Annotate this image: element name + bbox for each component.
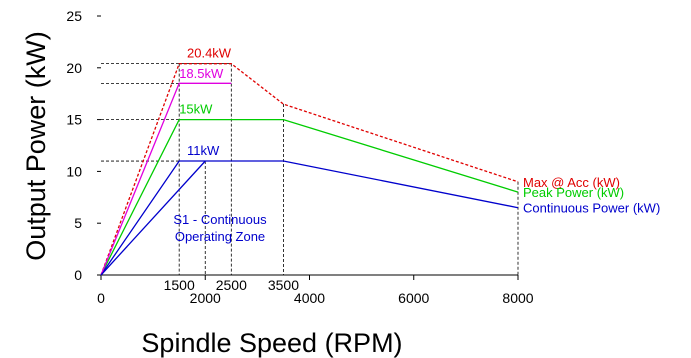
zone-label: Operating Zone xyxy=(175,229,265,244)
y-tick-label: 15 xyxy=(66,112,82,128)
series-end-label: Peak Power (kW) xyxy=(523,185,624,200)
x-tick-label: 6000 xyxy=(398,290,429,306)
value-annotation: 20.4kW xyxy=(187,45,232,60)
value-annotation: 11kW xyxy=(187,143,220,158)
series-line xyxy=(100,82,232,276)
series-end-label: Max @ Acc (kW) xyxy=(523,175,620,190)
y-axis-title: Output Power (kW) xyxy=(21,31,51,261)
x-tick-label: 2000 xyxy=(190,290,221,306)
x-tick-label: 4000 xyxy=(294,290,325,306)
y-tick-label: 10 xyxy=(66,163,82,179)
x-tick-label-secondary: 3500 xyxy=(268,277,299,293)
series-lines xyxy=(100,63,519,276)
chart-labels: 20.4kW 18.5kW 15kW 11kW Max @ Acc (kW)Peak P… xyxy=(173,45,660,244)
y-tick-label: 0 xyxy=(74,267,82,283)
series-line xyxy=(100,118,519,276)
value-annotation: 15kW xyxy=(179,101,213,116)
x-tick-label: 8000 xyxy=(502,290,533,306)
guide-lines xyxy=(101,63,519,275)
y-tick-label: 25 xyxy=(66,8,82,24)
series-line xyxy=(100,160,206,276)
axes: 0 5 10 15 20 25 0 2000 4000 6000 8000 1500 2500 3500 S… xyxy=(21,8,534,358)
zone-label: S1 - Continuous xyxy=(173,212,267,227)
series-end-label: Continuous Power (kW) xyxy=(523,201,660,216)
x-tick-label: 0 xyxy=(97,290,105,306)
series-line xyxy=(100,63,519,276)
x-axis-title: Spindle Speed (RPM) xyxy=(141,328,402,358)
value-annotation: 18.5kW xyxy=(179,66,224,81)
y-tick-label: 5 xyxy=(74,215,82,231)
series-line xyxy=(100,160,519,276)
y-tick-label: 20 xyxy=(66,60,82,76)
x-tick-label-secondary: 1500 xyxy=(164,277,195,293)
x-tick-label-secondary: 2500 xyxy=(216,277,247,293)
